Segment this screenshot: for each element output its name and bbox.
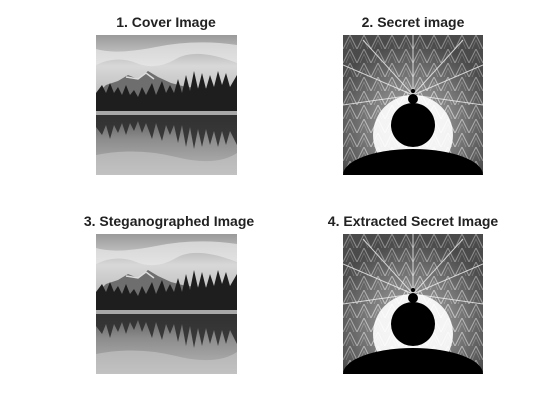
lake-landscape-image: [96, 35, 237, 175]
secret-image-title: 2. Secret image: [361, 14, 465, 30]
lake-landscape-image: [96, 234, 237, 374]
extracted-secret-image-title: 4. Extracted Secret Image: [327, 213, 499, 229]
extracted-secret-image: [343, 234, 483, 374]
mandelbrot-fractal-image: [343, 35, 483, 175]
mandelbrot-fractal-image: [343, 234, 483, 374]
cover-image: [96, 35, 237, 175]
steganographed-image-title: 3. Steganographed Image: [83, 213, 255, 229]
secret-image: [343, 35, 483, 175]
cover-image-title: 1. Cover Image: [116, 14, 216, 30]
steganographed-image: [96, 234, 237, 374]
